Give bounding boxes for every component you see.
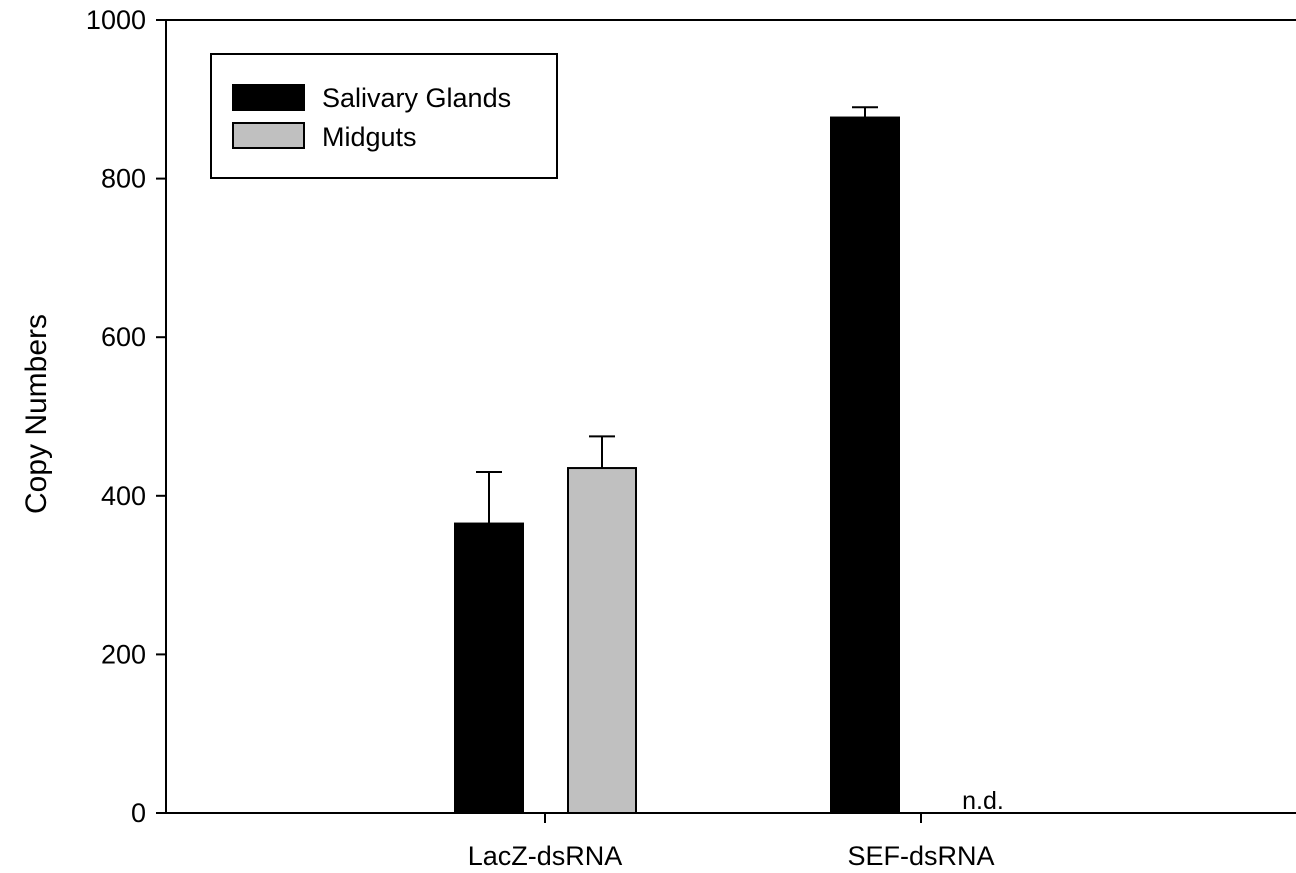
legend-label-salivary-glands: Salivary Glands <box>322 83 511 113</box>
legend-label-midguts: Midguts <box>322 122 417 152</box>
y-tick-label: 600 <box>101 322 146 352</box>
y-tick-label: 200 <box>101 639 146 669</box>
y-tick-label: 400 <box>101 481 146 511</box>
bars: n.d. <box>454 116 1004 815</box>
axes: 0 200 400 600 800 1000 LacZ-dsRNA SEF-dsRNA <box>86 5 1296 871</box>
bar-salivary-glands <box>454 522 524 814</box>
y-axis-title: Copy Numbers <box>20 314 53 514</box>
legend-swatch-midguts <box>232 122 305 149</box>
legend-swatch-salivary-glands <box>232 84 305 111</box>
x-tick-label: SEF-dsRNA <box>847 841 994 871</box>
y-tick-label: 1000 <box>86 5 146 35</box>
legend-box <box>210 53 558 179</box>
legend: Salivary Glands Midguts <box>210 53 558 179</box>
error-bars <box>476 106 878 524</box>
y-tick-label: 0 <box>131 798 146 828</box>
x-tick-label: LacZ-dsRNA <box>468 841 623 871</box>
bar-salivary-glands <box>830 116 900 814</box>
annotation-nd: n.d. <box>962 787 1004 815</box>
y-tick-label: 800 <box>101 164 146 194</box>
bar-midguts <box>567 467 637 814</box>
